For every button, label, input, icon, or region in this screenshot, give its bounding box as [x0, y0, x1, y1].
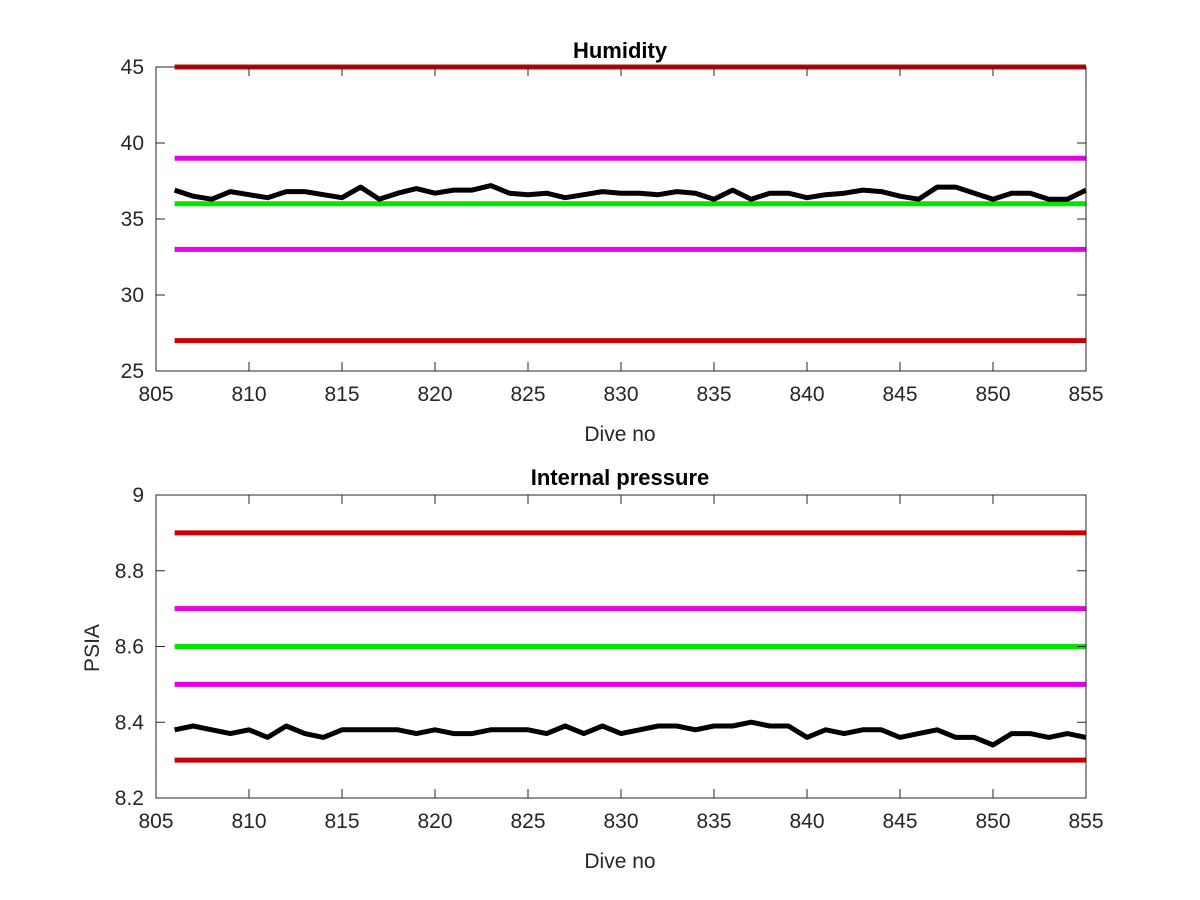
humidity-x-tick-label: 815: [324, 383, 359, 406]
pressure-x-tick-label: 850: [975, 810, 1010, 833]
pressure-x-tick-label: 840: [789, 810, 824, 833]
pressure-y-tick-label: 9: [132, 484, 144, 507]
pressure-plot: Internal pressure Dive no PSIA 805 810 815…: [81, 465, 1104, 873]
humidity-y-tick-label: 30: [121, 284, 144, 307]
pressure-series-line-0: [174, 719, 1087, 748]
humidity-x-tick-label: 850: [975, 383, 1010, 406]
humidity-plot-area: [156, 67, 1086, 371]
humidity-x-tick-label: 855: [1068, 383, 1103, 406]
humidity-y-tick-label: 45: [121, 56, 144, 79]
pressure-y-tick-label: 8.8: [115, 560, 144, 583]
pressure-x-tick-label: 830: [603, 810, 638, 833]
pressure-x-tick-label: 845: [882, 810, 917, 833]
pressure-x-tick-label: 810: [231, 810, 266, 833]
humidity-y-tick-label: 35: [121, 208, 144, 231]
humidity-x-tick-label: 805: [138, 383, 173, 406]
humidity-series-line-0: [173, 183, 1088, 202]
humidity-plot: Humidity Dive no 805 810 815 820 825 830 835 84…: [121, 38, 1104, 446]
pressure-y-axis-label: PSIA: [81, 624, 104, 672]
humidity-x-tick-label: 810: [231, 383, 266, 406]
humidity-title: Humidity: [573, 38, 668, 63]
pressure-x-tick-label: 825: [510, 810, 545, 833]
humidity-x-tick-label: 845: [882, 383, 917, 406]
humidity-x-tick-label: 825: [510, 383, 545, 406]
pressure-x-tick-label: 855: [1068, 810, 1103, 833]
pressure-y-tick-label: 8.4: [115, 711, 145, 734]
pressure-x-tick-label: 835: [696, 810, 731, 833]
pressure-y-tick-label: 8.2: [115, 787, 144, 810]
pressure-x-tick-label: 805: [138, 810, 173, 833]
pressure-x-axis-label: Dive no: [584, 850, 655, 873]
pressure-y-tick-label: 8.6: [115, 636, 144, 659]
humidity-y-tick-label: 40: [121, 132, 144, 155]
humidity-x-tick-label: 835: [696, 383, 731, 406]
humidity-y-tick-label: 25: [121, 360, 144, 383]
pressure-x-tick-label: 815: [324, 810, 359, 833]
pressure-x-tick-label: 820: [417, 810, 452, 833]
pressure-title: Internal pressure: [531, 465, 710, 490]
humidity-x-tick-label: 820: [417, 383, 452, 406]
humidity-x-axis-label: Dive no: [584, 423, 655, 446]
humidity-x-tick-label: 840: [789, 383, 824, 406]
humidity-x-tick-label: 830: [603, 383, 638, 406]
